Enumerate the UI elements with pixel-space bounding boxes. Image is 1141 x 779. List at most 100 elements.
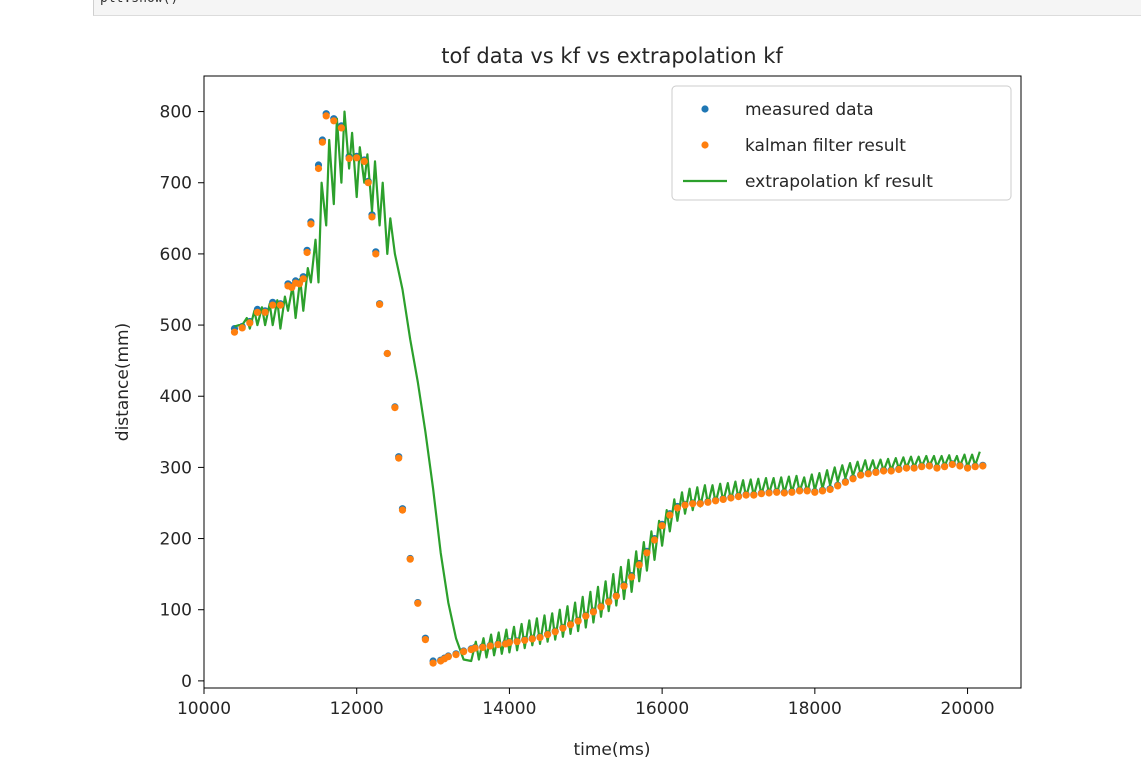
kalman-filter-result-point	[819, 487, 826, 494]
kalman-filter-result-point	[628, 573, 635, 580]
kalman-filter-result-point	[590, 608, 597, 615]
kalman-filter-result-point	[365, 179, 372, 186]
kalman-filter-result-point	[697, 500, 704, 507]
kalman-filter-result-point	[407, 556, 414, 563]
kalman-filter-result-point	[651, 536, 658, 543]
kalman-filter-result-point	[330, 117, 337, 124]
y-tick-label: 400	[160, 387, 192, 407]
kalman-filter-result-point	[544, 631, 551, 638]
kalman-filter-result-point	[445, 653, 452, 660]
kalman-filter-result-point	[304, 249, 311, 256]
kalman-filter-result-point	[353, 154, 360, 161]
kalman-filter-result-point	[788, 489, 795, 496]
measured-data-legend-swatch	[701, 105, 708, 112]
kalman-filter-result-point	[414, 600, 421, 607]
kalman-filter-result-legend-swatch	[701, 141, 708, 148]
kalman-filter-result-point	[368, 213, 375, 220]
kalman-filter-result-point	[372, 250, 379, 257]
kalman-filter-result-point	[582, 613, 589, 620]
kalman-filter-result-point	[895, 466, 902, 473]
kalman-filter-result-point	[239, 324, 246, 331]
x-tick-label: 10000	[177, 699, 231, 719]
kalman-filter-result-legend-label: kalman filter result	[745, 136, 906, 156]
kalman-filter-result-point	[888, 467, 895, 474]
kalman-filter-result-point	[254, 309, 261, 316]
kalman-filter-result-point	[743, 492, 750, 499]
kalman-filter-result-point	[277, 302, 284, 309]
kalman-filter-result-point	[422, 636, 429, 643]
chart-title: tof data vs kf vs extrapolation kf	[441, 44, 783, 68]
kalman-filter-result-point	[811, 489, 818, 496]
kalman-filter-result-point	[918, 463, 925, 470]
kalman-filter-result-point	[972, 463, 979, 470]
kalman-filter-result-point	[735, 493, 742, 500]
kalman-filter-result-point	[933, 465, 940, 472]
kalman-filter-result-point	[395, 455, 402, 462]
kalman-filter-result-point	[536, 634, 543, 641]
kalman-filter-result-point	[494, 641, 501, 648]
measured-data-legend-label: measured data	[745, 100, 874, 120]
kalman-filter-result-point	[956, 462, 963, 469]
kalman-filter-result-point	[765, 489, 772, 496]
x-tick-label: 14000	[482, 699, 536, 719]
kalman-filter-result-point	[384, 350, 391, 357]
kalman-filter-result-point	[307, 220, 314, 227]
y-tick-label: 800	[160, 103, 192, 123]
kalman-filter-result-point	[376, 301, 383, 308]
x-tick-label: 18000	[788, 699, 842, 719]
kalman-filter-result-point	[514, 638, 521, 645]
kalman-filter-result-point	[880, 467, 887, 474]
kalman-filter-result-point	[979, 462, 986, 469]
kalman-filter-result-point	[911, 465, 918, 472]
kalman-filter-result-point	[842, 479, 849, 486]
y-tick-label: 200	[160, 530, 192, 550]
kalman-filter-result-point	[903, 465, 910, 472]
kalman-filter-result-point	[773, 489, 780, 496]
kalman-filter-result-point	[521, 637, 528, 644]
kalman-filter-result-point	[552, 628, 559, 635]
x-tick-label: 20000	[941, 699, 995, 719]
kalman-filter-result-point	[269, 302, 276, 309]
extrapolation-kf-result-legend-label: extrapolation kf result	[745, 172, 933, 192]
kalman-filter-result-point	[964, 465, 971, 472]
kalman-filter-result-point	[689, 500, 696, 507]
kalman-filter-result-point	[620, 583, 627, 590]
kalman-filter-result-point	[430, 660, 437, 667]
kalman-filter-result-point	[659, 522, 666, 529]
kalman-filter-result-point	[323, 112, 330, 119]
kalman-filter-result-point	[636, 561, 643, 568]
kalman-filter-result-point	[926, 462, 933, 469]
y-tick-label: 100	[160, 601, 192, 621]
y-tick-label: 0	[181, 672, 192, 692]
kalman-filter-result-point	[319, 139, 326, 146]
kalman-filter-result-point	[529, 635, 536, 642]
kalman-filter-result-point	[704, 499, 711, 506]
x-tick-label: 12000	[330, 699, 384, 719]
kalman-filter-result-point	[727, 494, 734, 501]
kalman-filter-result-point	[338, 124, 345, 131]
kalman-filter-result-point	[758, 490, 765, 497]
kalman-filter-result-point	[849, 475, 856, 482]
kalman-filter-result-point	[597, 603, 604, 610]
kalman-filter-result-point	[941, 463, 948, 470]
kalman-filter-result-point	[804, 487, 811, 494]
kalman-filter-result-point	[781, 489, 788, 496]
kalman-filter-result-point	[643, 549, 650, 556]
kalman-filter-result-point	[246, 319, 253, 326]
kalman-filter-result-point	[472, 645, 479, 652]
legend: measured data kalman filter result extrapo…	[672, 86, 1011, 200]
kalman-filter-result-point	[479, 644, 486, 651]
x-tick-label: 16000	[635, 699, 689, 719]
kalman-filter-result-point	[315, 165, 322, 172]
kalman-filter-result-point	[391, 404, 398, 411]
kalman-filter-result-point	[506, 639, 513, 646]
kalman-filter-result-point	[346, 155, 353, 162]
kalman-filter-result-point	[262, 309, 269, 316]
kalman-filter-result-point	[399, 507, 406, 514]
kalman-filter-result-point	[559, 625, 566, 632]
kalman-filter-result-point	[834, 482, 841, 489]
kalman-filter-result-point	[949, 461, 956, 468]
kalman-filter-result-point	[452, 651, 459, 658]
y-tick-label: 300	[160, 458, 192, 478]
kalman-filter-result-point	[300, 275, 307, 282]
